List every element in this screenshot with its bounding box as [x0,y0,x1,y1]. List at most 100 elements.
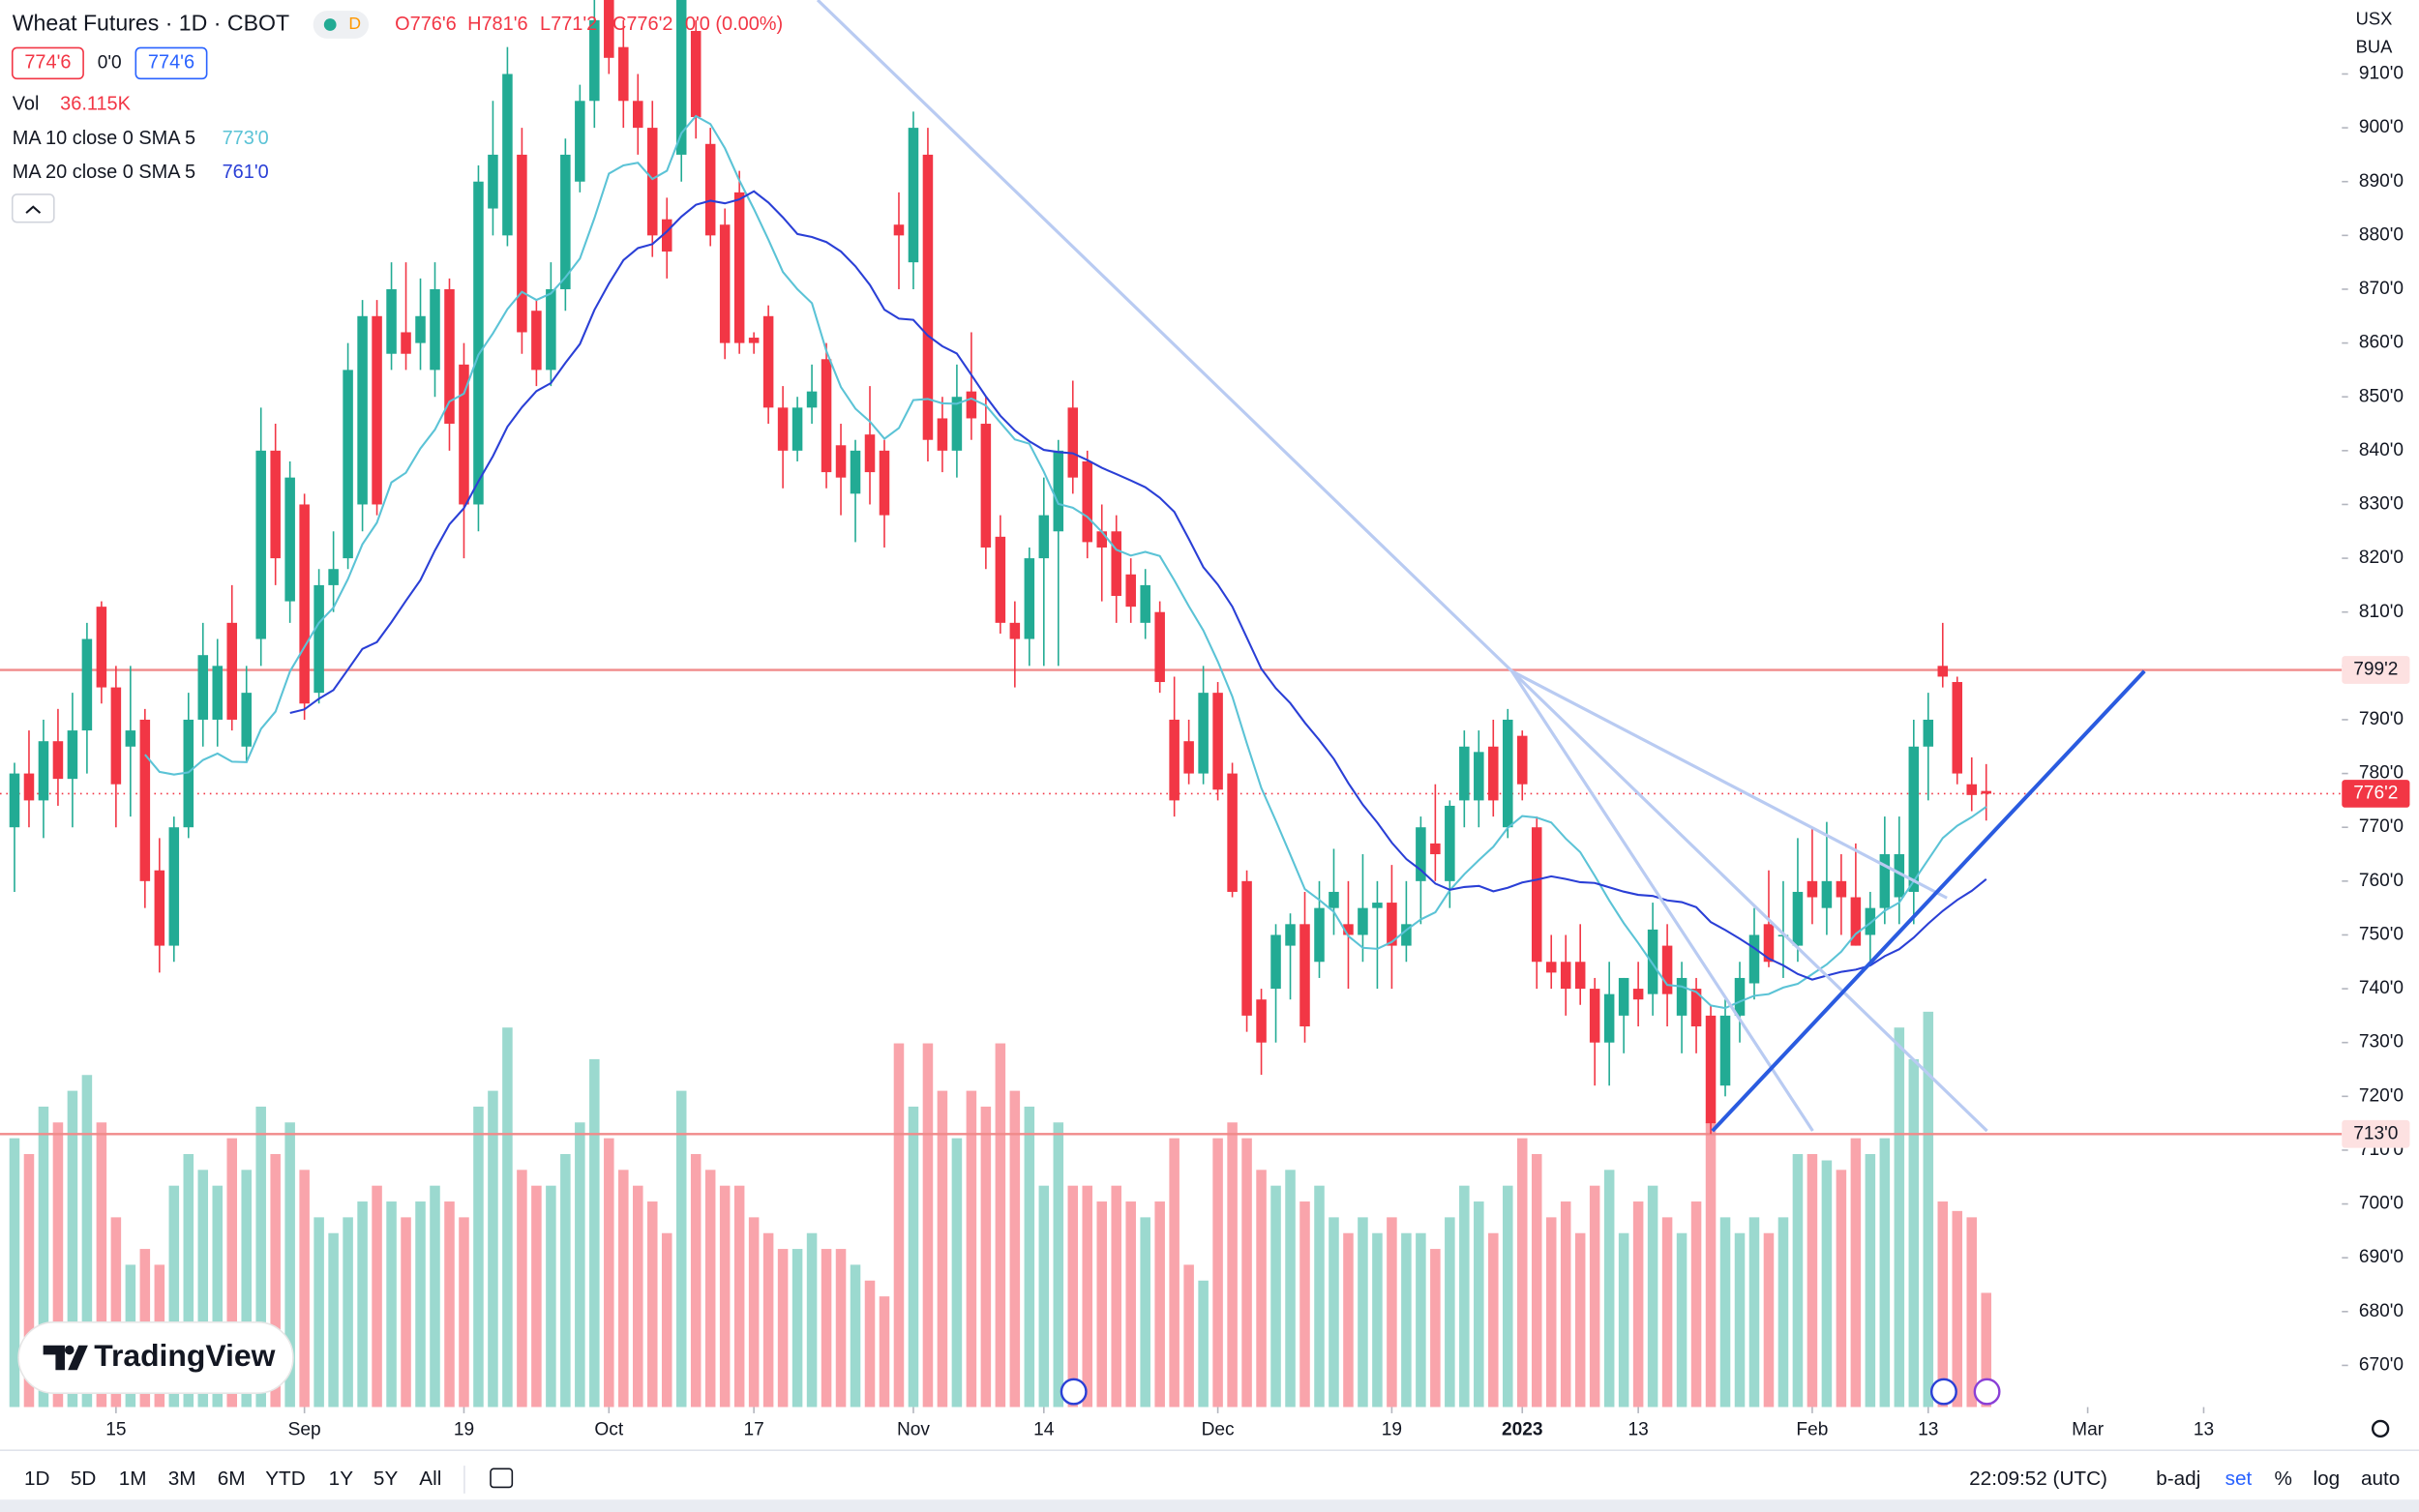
range-button[interactable]: All [419,1468,441,1490]
candle-body [1923,719,1934,747]
collapse-icon [25,205,42,214]
volume-bar [719,1185,731,1408]
settings-icon[interactable] [2371,1419,2390,1438]
candle-body [372,315,382,505]
volume-bar [1981,1292,1991,1408]
range-button[interactable]: 5Y [373,1468,399,1490]
volume-bar [1647,1185,1658,1408]
volume-bar [879,1296,890,1408]
candle-body [1705,1015,1717,1124]
volume-bar [1183,1264,1194,1408]
candle-body [762,315,774,408]
candle-body [560,154,571,289]
candle-body [1401,924,1412,946]
moving-average [144,114,1987,1010]
range-button[interactable]: YTD [265,1468,305,1490]
candle-body [1690,989,1702,1027]
hline-label-bg [2342,656,2410,684]
volume-bar [1807,1153,1818,1408]
toolbar-option[interactable]: % [2274,1468,2291,1490]
vol-value: 36.115K [60,94,131,115]
candle-body [1966,784,1978,795]
candle-body [52,741,64,780]
candle-body [1125,574,1136,608]
range-button[interactable]: 5D [71,1468,96,1490]
candle-body [1169,719,1180,801]
date-range-icon[interactable] [490,1468,514,1489]
x-tick-label: 19 [1382,1420,1402,1440]
volume-bar [1763,1232,1775,1408]
y-tick-label: 790'0 [2359,709,2404,729]
volume-bar [241,1170,252,1408]
y-tick-label: 760'0 [2359,871,2404,891]
candle-body [23,773,35,801]
x-tick-label: 2023 [1502,1420,1543,1440]
candle-body [646,128,658,236]
toolbar-option[interactable]: log [2314,1468,2341,1490]
collapse-btn[interactable] [11,193,55,223]
volume-bar [459,1217,469,1408]
volume-bar [1038,1185,1050,1408]
ohlc-value: O776'6 [395,14,457,35]
range-button[interactable]: 1D [24,1468,49,1490]
volume-bar [197,1170,209,1408]
toolbar-option[interactable]: auto [2361,1468,2400,1490]
candle-body [1503,719,1513,828]
volume-bar [966,1090,977,1408]
y-tick-label: 890'0 [2359,171,2404,192]
volume-bar [1676,1232,1687,1408]
volume-bar [531,1185,542,1408]
volume-bar [1256,1170,1267,1408]
candle-body [1632,989,1644,1000]
study-name: MA 20 close 0 SMA 5 [13,162,195,183]
candle-body [1096,531,1108,548]
volume-bar [1387,1217,1397,1408]
range-button[interactable]: 1Y [329,1468,354,1490]
spread: 0'0 [98,52,122,73]
candle-body [633,101,643,129]
x-tick-label: Sep [288,1420,321,1440]
candle-body [1850,897,1862,946]
toolbar-option[interactable]: set [2225,1468,2253,1490]
toolbar-option[interactable]: b-adj [2156,1468,2200,1490]
y-tick-label: 700'0 [2359,1194,2404,1214]
volume-bar [226,1138,237,1408]
volume-bar [1792,1153,1804,1408]
candle-body [1836,880,1847,898]
y-tick-label: 740'0 [2359,978,2404,998]
candle-body [357,315,368,505]
candle-body [733,192,745,343]
volume-bar [1661,1217,1673,1408]
candle-body [995,536,1006,623]
candle-body [299,504,310,704]
currency-label[interactable]: BUA [2356,36,2393,56]
candle-body [1531,827,1542,963]
volume-bar [255,1106,266,1408]
candle-body [386,288,397,354]
range-button[interactable]: 6M [218,1468,246,1490]
volume-bar [314,1217,324,1408]
x-tick-label: 13 [1628,1420,1648,1440]
range-button[interactable]: 1M [119,1468,147,1490]
volume-bar [1241,1138,1252,1408]
volume-bar [52,1122,64,1408]
volume-bar [1966,1217,1978,1408]
x-tick-label: 19 [454,1420,474,1440]
bid: 774'6 [24,52,71,74]
ohlc-value: H781'6 [467,14,528,35]
candle-body [444,288,455,425]
x-tick-label: Dec [1202,1420,1235,1440]
volume-bar [1923,1011,1934,1408]
candle-body [1067,407,1079,478]
volume-bar [1937,1201,1949,1408]
volume-bar [1734,1232,1746,1408]
range-button[interactable]: 3M [168,1468,196,1490]
event-icon [1973,1378,2001,1406]
candle-body [1082,460,1093,543]
volume-bar [791,1249,803,1408]
candle-body [1894,854,1905,898]
logo: TradingView [17,1321,294,1394]
currency-label[interactable]: USX [2356,9,2393,29]
candle-body [502,74,513,236]
